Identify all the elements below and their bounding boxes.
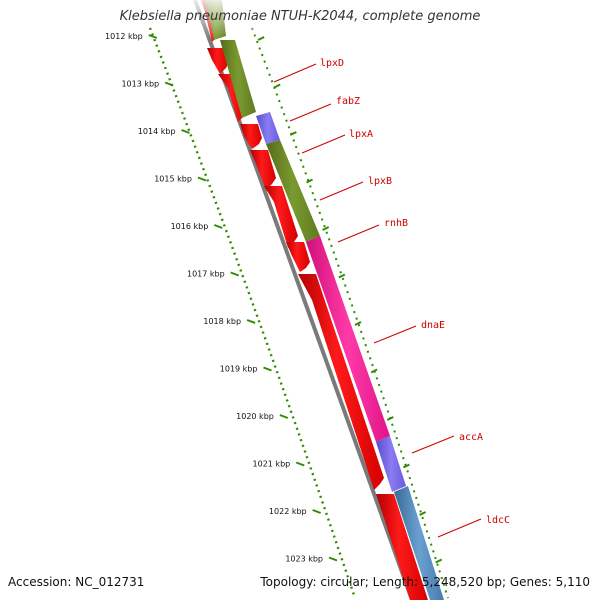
reverse-gene-arrow bbox=[298, 274, 384, 490]
outer-ruler-tick bbox=[322, 226, 330, 231]
outer-ruler-tick bbox=[338, 273, 346, 279]
leader-line bbox=[301, 134, 346, 154]
reverse-gene-arrow bbox=[376, 494, 428, 600]
scale-tick bbox=[312, 509, 321, 514]
reverse-gene-arrow bbox=[207, 48, 229, 74]
outer-ruler-tick bbox=[435, 558, 443, 564]
reverse-gene-arrow bbox=[286, 242, 310, 272]
scale-label: 1023 kbp bbox=[285, 555, 323, 564]
gene-label-ldcC: ldcC bbox=[486, 515, 510, 526]
leader-line bbox=[289, 103, 332, 122]
map-title: Klebsiella pneumoniae NTUH-K2044, comple… bbox=[119, 9, 481, 24]
outer-ruler-tick bbox=[306, 178, 313, 184]
gene-block-blue bbox=[394, 486, 444, 600]
scale-tick bbox=[263, 366, 272, 372]
scale-tick bbox=[181, 129, 190, 134]
gene-label-lpxB: lpxB bbox=[368, 176, 392, 187]
gene-block-pink bbox=[306, 236, 390, 442]
leader-line bbox=[273, 63, 317, 83]
scale-tick bbox=[328, 556, 338, 562]
scale-label: 1016 kbp bbox=[171, 222, 209, 231]
gene-block-purple bbox=[376, 436, 406, 492]
scale-label: 1012 kbp bbox=[105, 32, 143, 41]
scale-label: 1013 kbp bbox=[121, 80, 159, 89]
gene-label-lpxD: lpxD bbox=[320, 58, 344, 69]
leader-line bbox=[337, 224, 380, 243]
scale-tick bbox=[213, 224, 223, 229]
outer-ruler-tick bbox=[419, 511, 427, 516]
reverse-gene-arrow bbox=[264, 186, 298, 248]
reverse-gene-arrow bbox=[250, 150, 276, 190]
gene-block-olive bbox=[266, 140, 320, 242]
scale-tick bbox=[246, 319, 256, 324]
title-fade bbox=[180, 0, 270, 40]
scale-labels: 1012 kbp 1013 kbp 1014 kbp 1015 kbp 1016 kbp… bbox=[105, 32, 443, 564]
scale-label: 1020 kbp bbox=[236, 412, 274, 421]
gene-block-purple bbox=[256, 112, 280, 144]
leader-line bbox=[319, 181, 364, 201]
scale-tick bbox=[148, 34, 158, 39]
scale-label: 1022 kbp bbox=[269, 507, 307, 516]
gene-label-accA: accA bbox=[459, 432, 483, 443]
scale-label: 1015 kbp bbox=[154, 175, 192, 184]
scale-label: 1019 kbp bbox=[220, 365, 258, 374]
leader-line bbox=[437, 518, 482, 538]
scale-label: 1014 kbp bbox=[138, 127, 176, 136]
genome-summary-text: Topology: circular; Length: 5,248,520 bp… bbox=[260, 575, 590, 589]
scale-tick bbox=[230, 271, 240, 277]
scale-label: 1017 kbp bbox=[187, 270, 225, 279]
gene-label-lpxA: lpxA bbox=[349, 129, 373, 140]
leader-line bbox=[411, 435, 455, 454]
scale-tick bbox=[164, 81, 174, 87]
outer-ruler-tick bbox=[370, 368, 378, 374]
scale-tick bbox=[279, 414, 289, 419]
gene-label-dnaE: dnaE bbox=[421, 320, 445, 331]
outer-ruler-tick bbox=[289, 131, 297, 136]
scale-tick bbox=[295, 461, 305, 467]
outer-ruler-tick bbox=[402, 463, 410, 469]
scale-tick bbox=[197, 176, 207, 182]
scale-label: 1021 kbp bbox=[253, 460, 291, 469]
outer-ruler-tick bbox=[354, 321, 362, 326]
leader-line bbox=[373, 325, 417, 344]
gene-label-fabZ: fabZ bbox=[336, 96, 360, 107]
outer-ruler-tick bbox=[386, 416, 394, 421]
gene-labels: lpxD fabZ lpxA lpxB rnhB dnaE accA ldcC bbox=[273, 58, 510, 538]
reverse-gene-arrow bbox=[240, 124, 262, 149]
gene-block-olive bbox=[220, 40, 256, 118]
outer-ruler-tick bbox=[257, 36, 265, 41]
scale-label: 1018 kbp bbox=[203, 317, 241, 326]
outer-ruler-tick bbox=[273, 83, 281, 89]
accession-text: Accession: NC_012731 bbox=[8, 575, 145, 589]
gene-label-rnhB: rnhB bbox=[384, 218, 408, 229]
